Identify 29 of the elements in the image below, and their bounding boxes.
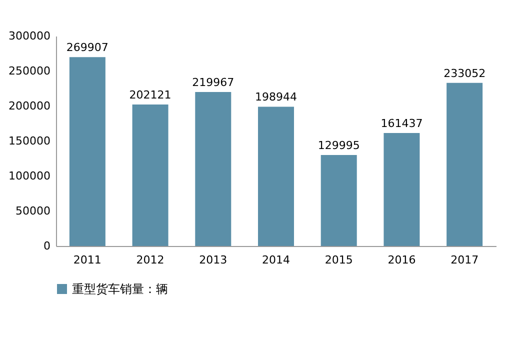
x-tick-label: 2016 [388,254,416,266]
data-label: 198944 [255,90,297,104]
bar [132,104,168,246]
y-tick-label: 250000 [8,64,50,78]
x-tick-label: 2012 [136,254,164,266]
y-tick-label: 0 [44,240,50,252]
y-tick-label: 200000 [8,100,50,112]
y-tick-label: 50000 [16,204,50,218]
x-tick-label: 2011 [73,254,102,266]
y-tick-label: 150000 [8,134,50,148]
y-tick-label: 300000 [8,30,50,42]
data-label: 161437 [380,116,423,130]
bar [69,57,106,246]
y-tick-label: 100000 [8,170,50,182]
data-label: 202121 [129,88,172,102]
bar [446,82,483,246]
legend-label: 重型货车销量：辆 [72,282,168,296]
x-tick-label: 2013 [199,254,228,266]
bar [258,106,294,246]
x-tick-label: 2015 [324,254,353,266]
data-label: 129995 [318,139,360,152]
bar [384,132,420,246]
data-label: 219967 [192,76,234,90]
x-tick-label: 2014 [262,254,290,266]
data-label: 269907 [66,41,108,54]
bar [320,155,357,246]
bar [195,92,232,246]
data-label: 233052 [444,66,486,80]
x-tick-label: 2017 [450,254,479,266]
